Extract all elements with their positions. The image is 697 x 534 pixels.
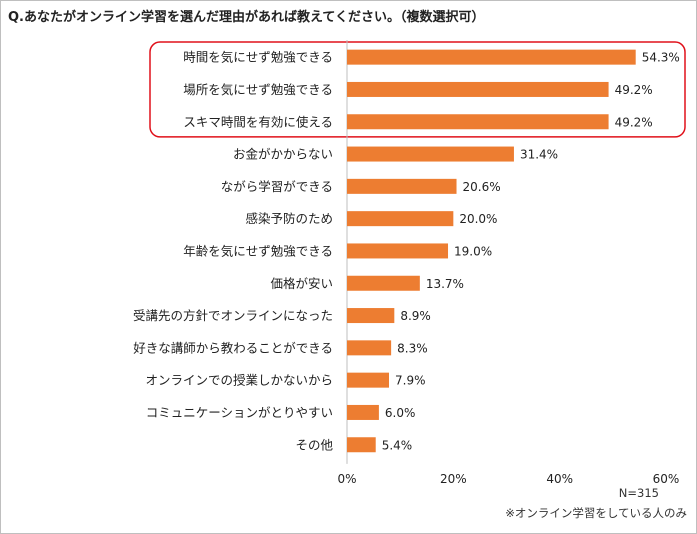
value-label: 20.0% bbox=[459, 212, 497, 226]
value-label: 8.9% bbox=[400, 309, 431, 323]
category-label: 価格が安い bbox=[270, 276, 333, 291]
category-label: 年齢を気にせず勉強できる bbox=[183, 243, 333, 258]
category-label: コミュニケーションがとりやすい bbox=[146, 405, 333, 420]
bar bbox=[347, 308, 395, 324]
bar bbox=[347, 340, 392, 356]
chart-title: Q.あなたがオンライン学習を選んだ理由があれば教えてください。（複数選択可） bbox=[8, 10, 485, 25]
value-label: 7.9% bbox=[395, 374, 426, 388]
category-label: 場所を気にせず勉強できる bbox=[183, 82, 333, 97]
category-label: 好きな講師から教わることができる bbox=[133, 340, 333, 355]
bar bbox=[347, 243, 449, 259]
value-label: 5.4% bbox=[382, 438, 413, 452]
value-label: 20.6% bbox=[463, 180, 501, 194]
x-tick-label: 0% bbox=[337, 472, 356, 486]
highlight-box bbox=[149, 41, 686, 138]
category-label: お金がかからない bbox=[233, 147, 333, 162]
category-label: ながら学習ができる bbox=[221, 179, 333, 194]
bar bbox=[347, 146, 514, 162]
value-label: 54.3% bbox=[642, 51, 680, 65]
footnote: ※オンライン学習をしている人のみ bbox=[505, 506, 687, 520]
category-label: その他 bbox=[295, 437, 333, 452]
x-tick-label: 40% bbox=[546, 472, 573, 486]
x-tick-label: 20% bbox=[440, 472, 467, 486]
sample-size-note: N=315 bbox=[618, 486, 659, 500]
bar bbox=[347, 211, 454, 227]
category-label: 時間を気にせず勉強できる bbox=[183, 50, 333, 65]
value-label: 31.4% bbox=[520, 148, 558, 162]
bar bbox=[347, 49, 636, 65]
category-label: オンラインでの授業しかないから bbox=[145, 373, 333, 388]
category-label: 受講先の方針でオンラインになった bbox=[133, 308, 333, 323]
value-label: 6.0% bbox=[385, 406, 416, 420]
bar bbox=[347, 404, 379, 420]
value-label: 19.0% bbox=[454, 244, 492, 258]
bar bbox=[347, 114, 609, 130]
x-tick-label: 60% bbox=[653, 472, 680, 486]
value-label: 8.3% bbox=[397, 341, 428, 355]
value-label: 49.2% bbox=[615, 83, 653, 97]
bar bbox=[347, 178, 457, 194]
value-label: 49.2% bbox=[615, 115, 653, 129]
bar bbox=[347, 372, 390, 388]
bar bbox=[347, 81, 609, 97]
bar bbox=[347, 437, 376, 453]
bar bbox=[347, 275, 420, 291]
category-label: 感染予防のため bbox=[245, 211, 333, 226]
category-label: スキマ時間を有効に使える bbox=[183, 114, 333, 129]
value-label: 13.7% bbox=[426, 277, 464, 291]
